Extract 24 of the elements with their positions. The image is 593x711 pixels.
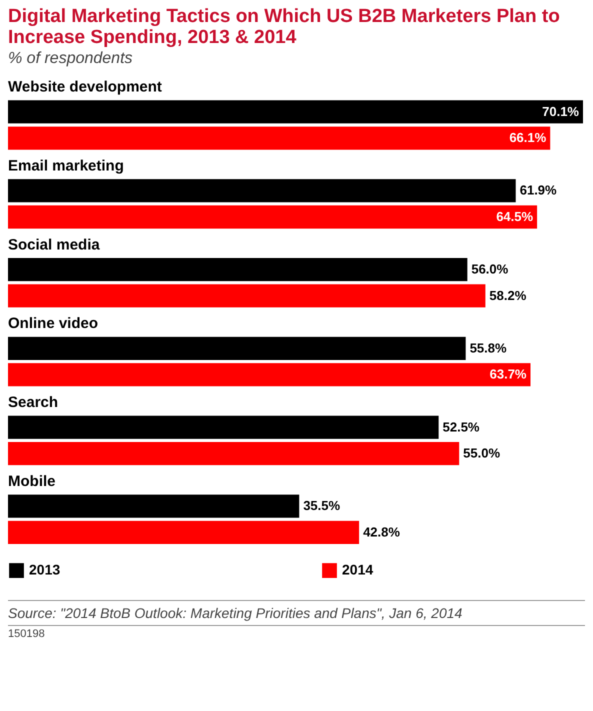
y-tick-label: Website development bbox=[8, 78, 162, 96]
y-tick-label: Email marketing bbox=[8, 157, 124, 174]
data-label: 61.9% bbox=[520, 182, 558, 198]
data-label: 63.7% bbox=[490, 366, 527, 382]
data-label: 52.5% bbox=[442, 419, 480, 434]
data-label: 56.0% bbox=[471, 262, 509, 277]
data-label: 35.5% bbox=[303, 498, 340, 514]
data-label: 55.0% bbox=[463, 446, 500, 461]
data-label: 58.2% bbox=[489, 288, 527, 303]
data-label: 66.1% bbox=[509, 130, 547, 146]
data-label: 64.5% bbox=[496, 209, 534, 224]
data-label: 42.8% bbox=[363, 524, 400, 540]
y-tick-label: Search bbox=[8, 394, 58, 411]
chart-subtitle: % of respondents bbox=[7, 49, 134, 69]
chart-title: Digital Marketing Tactics on Which US B2B Marketers Plan to Increase Spending, 2013 & 2014 bbox=[7, 5, 561, 48]
legend-label: 2014 bbox=[342, 562, 374, 578]
y-tick-label: Online video bbox=[8, 315, 98, 332]
text: 150198 bbox=[8, 625, 585, 640]
source-note: Source: "2014 BtoB Outlook: Marketing Priorities and Plans", Jan 6, 2014 bbox=[8, 605, 464, 621]
data-label: 70.1% bbox=[542, 104, 580, 119]
y-tick-label: Social media bbox=[8, 236, 100, 254]
legend-label: 2013 bbox=[29, 562, 60, 578]
data-label: 55.8% bbox=[470, 340, 508, 356]
y-tick-label: Mobile bbox=[8, 472, 56, 490]
